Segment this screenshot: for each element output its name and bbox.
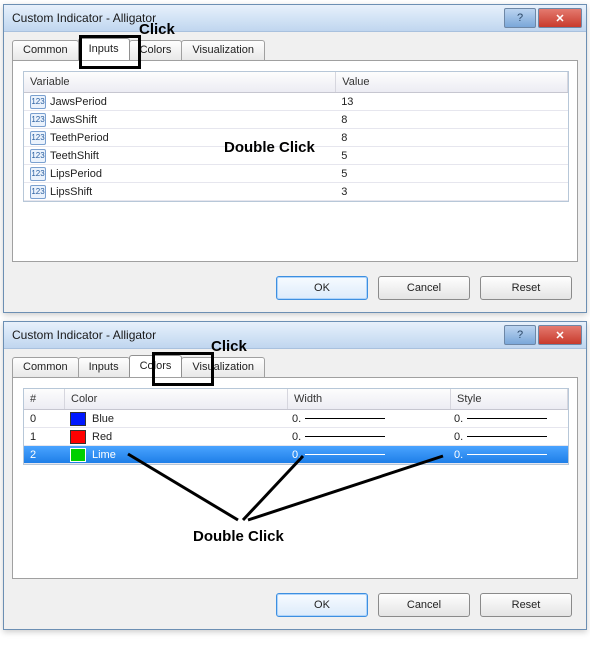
dialog-inputs: Custom Indicator - Alligator ? ✕ Common …	[3, 4, 587, 313]
style-value[interactable]: 0.	[454, 449, 463, 461]
color-name: Red	[92, 431, 112, 443]
cancel-button[interactable]: Cancel	[378, 593, 470, 617]
variable-value[interactable]: 8	[335, 131, 568, 145]
variable-value[interactable]: 5	[335, 167, 568, 181]
tab-visualization[interactable]: Visualization	[181, 357, 265, 377]
button-row: OK Cancel Reset	[4, 270, 586, 312]
ok-button[interactable]: OK	[276, 276, 368, 300]
variable-name: LipsShift	[50, 186, 92, 198]
table-row[interactable]: 123 JawsShift 8	[24, 111, 568, 129]
table-row[interactable]: 123 JawsPeriod 13	[24, 93, 568, 111]
inputs-panel: Variable Value 123 JawsPeriod 13 123 JawsShi…	[12, 60, 578, 262]
col-header-style[interactable]: Style	[451, 389, 568, 409]
cancel-button[interactable]: Cancel	[378, 276, 470, 300]
style-line-icon	[467, 418, 547, 419]
tab-inputs[interactable]: Inputs	[78, 38, 130, 60]
titlebar: Custom Indicator - Alligator ? ✕	[4, 322, 586, 349]
width-line-icon	[305, 418, 385, 419]
variable-name: TeethShift	[50, 150, 99, 162]
titlebar: Custom Indicator - Alligator ? ✕	[4, 5, 586, 32]
grid-header: # Color Width Style	[24, 389, 568, 410]
number-icon: 123	[30, 185, 46, 199]
col-header-idx[interactable]: #	[24, 389, 65, 409]
close-button[interactable]: ✕	[538, 8, 582, 28]
tab-visualization[interactable]: Visualization	[181, 40, 265, 60]
reset-button[interactable]: Reset	[480, 276, 572, 300]
variable-name: TeethPeriod	[50, 132, 109, 144]
table-row[interactable]: 2 Lime 0. 0.	[24, 446, 568, 464]
number-icon: 123	[30, 95, 46, 109]
col-header-color[interactable]: Color	[65, 389, 288, 409]
row-index: 0	[24, 412, 64, 426]
variable-name: JawsShift	[50, 114, 97, 126]
variable-value[interactable]: 13	[335, 95, 568, 109]
help-button[interactable]: ?	[504, 325, 536, 345]
number-icon: 123	[30, 149, 46, 163]
tab-common[interactable]: Common	[12, 40, 79, 60]
style-value[interactable]: 0.	[454, 413, 463, 425]
variable-value[interactable]: 8	[335, 113, 568, 127]
width-line-icon	[305, 454, 385, 455]
grid-header: Variable Value	[24, 72, 568, 93]
table-row[interactable]: 123 LipsPeriod 5	[24, 165, 568, 183]
width-value[interactable]: 0.	[292, 413, 301, 425]
width-value[interactable]: 0.	[292, 431, 301, 443]
width-value[interactable]: 0.	[292, 449, 301, 461]
help-button[interactable]: ?	[504, 8, 536, 28]
annotation-double-click-label: Double Click	[224, 139, 315, 156]
color-swatch[interactable]	[70, 412, 86, 426]
table-row[interactable]: 123 LipsShift 3	[24, 183, 568, 201]
annotation-click-label: Click	[139, 21, 175, 38]
row-index: 2	[24, 448, 64, 462]
table-row[interactable]: 1 Red 0. 0.	[24, 428, 568, 446]
color-swatch[interactable]	[70, 448, 86, 462]
color-swatch[interactable]	[70, 430, 86, 444]
row-index: 1	[24, 430, 64, 444]
color-name: Lime	[92, 449, 116, 461]
dialog-colors: Custom Indicator - Alligator ? ✕ Common …	[3, 321, 587, 630]
table-row[interactable]: 0 Blue 0. 0.	[24, 410, 568, 428]
annotation-click-label: Click	[211, 338, 247, 355]
number-icon: 123	[30, 113, 46, 127]
style-line-icon	[467, 454, 547, 455]
col-header-value[interactable]: Value	[336, 72, 568, 92]
tabstrip: Common Inputs Colors Visualization	[4, 349, 586, 377]
inputs-grid: Variable Value 123 JawsPeriod 13 123 JawsShi…	[23, 71, 569, 202]
close-button[interactable]: ✕	[538, 325, 582, 345]
tab-inputs[interactable]: Inputs	[78, 357, 130, 377]
tab-colors[interactable]: Colors	[129, 355, 183, 377]
window-title: Custom Indicator - Alligator	[12, 328, 503, 342]
ok-button[interactable]: OK	[276, 593, 368, 617]
number-icon: 123	[30, 167, 46, 181]
tabstrip: Common Inputs Colors Visualization	[4, 32, 586, 60]
variable-name: JawsPeriod	[50, 96, 107, 108]
colors-panel: # Color Width Style 0 Blue 0. 0. 1 Red 0. 0. 2 Li…	[12, 377, 578, 579]
variable-name: LipsPeriod	[50, 168, 102, 180]
tab-colors[interactable]: Colors	[129, 40, 183, 60]
variable-value[interactable]: 3	[335, 185, 568, 199]
width-line-icon	[305, 436, 385, 437]
color-name: Blue	[92, 413, 114, 425]
col-header-variable[interactable]: Variable	[24, 72, 336, 92]
colors-grid: # Color Width Style 0 Blue 0. 0. 1 Red 0. 0. 2 Li…	[23, 388, 569, 465]
style-line-icon	[467, 436, 547, 437]
col-header-width[interactable]: Width	[288, 389, 451, 409]
window-title: Custom Indicator - Alligator	[12, 11, 503, 25]
style-value[interactable]: 0.	[454, 431, 463, 443]
variable-value[interactable]: 5	[335, 149, 568, 163]
number-icon: 123	[30, 131, 46, 145]
button-row: OK Cancel Reset	[4, 587, 586, 629]
annotation-double-click-label: Double Click	[193, 528, 284, 545]
reset-button[interactable]: Reset	[480, 593, 572, 617]
tab-common[interactable]: Common	[12, 357, 79, 377]
